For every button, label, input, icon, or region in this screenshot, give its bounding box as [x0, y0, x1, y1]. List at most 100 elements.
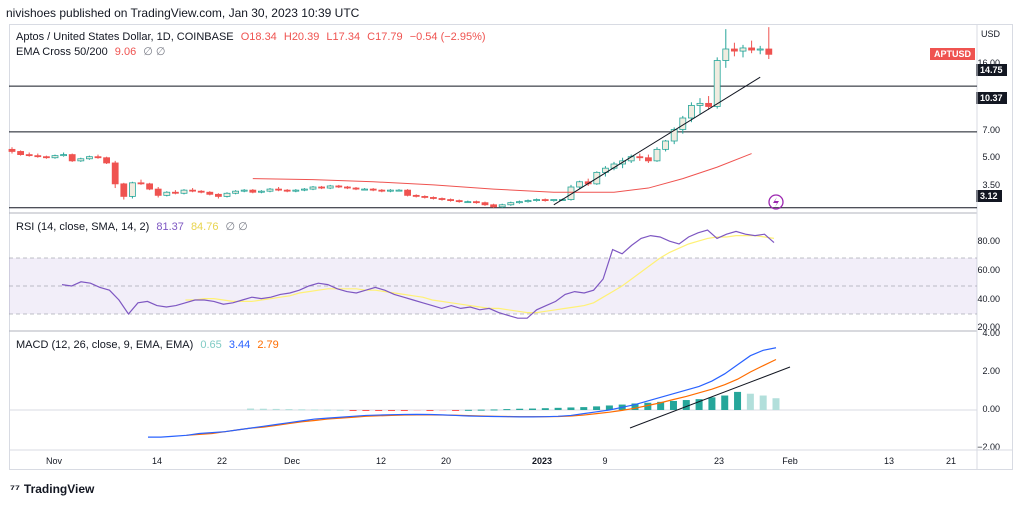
candle-body: [412, 194, 420, 197]
macd-histogram-bar: [336, 409, 344, 411]
candle-body: [498, 204, 506, 208]
candle-body: [34, 155, 42, 158]
macd-signal-line: [186, 358, 777, 436]
rsi-sma-value: 84.76: [190, 221, 219, 233]
x-tick: 12: [375, 456, 387, 466]
candle-body: [335, 185, 343, 188]
candle-body: [103, 157, 110, 164]
candle-body: [386, 189, 394, 192]
candle-body: [214, 193, 222, 197]
candle-body: [429, 197, 437, 199]
candle-body: [43, 156, 50, 159]
candle-body: [550, 199, 558, 201]
candle-body: [60, 154, 67, 157]
candle-body: [25, 154, 33, 157]
candle-body: [171, 191, 179, 194]
macd-histogram-bar: [298, 409, 306, 411]
macd-histogram-bar: [285, 409, 293, 411]
level-tag: 10.37: [976, 92, 1007, 104]
rsi-line: [61, 229, 775, 319]
candle-body: [662, 140, 669, 150]
symbol-name: Aptos / United States Dollar, 1D, COINBA…: [16, 31, 234, 43]
candle-body: [189, 189, 197, 192]
macd-histogram-bar: [734, 391, 742, 410]
macd-hist-value: 0.65: [200, 339, 222, 351]
macd-histogram-bar: [554, 407, 562, 410]
ticker-price-tag: APTUSD: [930, 48, 976, 60]
x-tick: 23: [713, 456, 725, 466]
macd-histogram-bar: [400, 410, 408, 411]
candle-body: [51, 155, 59, 159]
macd-histogram-bar: [272, 408, 280, 410]
candle-body: [455, 200, 463, 203]
macd-axis-label: 2.00: [982, 366, 1000, 376]
x-tick: Nov: [45, 456, 63, 466]
candle-body: [137, 182, 145, 185]
candle-body: [232, 190, 240, 194]
price-axis-label: 7.00: [982, 125, 1000, 135]
candle-body: [17, 151, 25, 155]
ohlc-close: C17.79: [367, 31, 403, 43]
price-axis-label: 16.00: [977, 58, 1000, 68]
rsi-flags: ∅ ∅: [225, 221, 248, 233]
macd-histogram-bar: [452, 410, 460, 411]
candle-body: [266, 188, 274, 192]
candle-body: [490, 204, 498, 208]
rsi-axis-label: 80.00: [977, 236, 1000, 246]
macd-histogram-bar: [746, 393, 754, 410]
macd-axis-label: 4.00: [982, 328, 1000, 338]
flash-icon: [768, 194, 784, 210]
candle-body: [283, 189, 291, 192]
candle-body: [206, 191, 214, 195]
macd-histogram-bar: [490, 409, 498, 411]
macd-histogram-bar: [669, 400, 677, 410]
candle-body: [696, 102, 704, 106]
candle-body: [154, 188, 162, 196]
candle-body: [120, 183, 128, 197]
ohlc-change: −0.54 (−2.95%): [409, 31, 486, 43]
macd-histogram-bar: [580, 407, 588, 410]
rsi-label: RSI (14, close, SMA, 14, 2): [16, 221, 150, 233]
candle-body: [688, 105, 695, 119]
support-trendline: [553, 76, 761, 206]
macd-histogram-bar: [426, 410, 434, 411]
candle-body: [636, 156, 644, 159]
macd-signal-value: 2.79: [257, 339, 279, 351]
macd-histogram-bar: [503, 409, 511, 411]
macd-histogram-bar: [349, 410, 357, 411]
macd-histogram-bar: [567, 407, 575, 410]
ohlc-low: L17.34: [326, 31, 361, 43]
x-tick: 21: [945, 456, 957, 466]
macd-histogram-bar: [362, 410, 370, 411]
level-tag: 3.12: [976, 190, 1002, 202]
flash-icon-bolt: [773, 197, 779, 207]
candle-body: [8, 148, 16, 152]
x-tick: 9: [602, 456, 608, 466]
macd-legend: MACD (12, 26, close, 9, EMA, EMA) 0.65 3…: [16, 339, 283, 351]
candle-body: [713, 60, 721, 107]
macd-histogram-bar: [464, 409, 472, 411]
rsi-axis-label: 40.00: [977, 294, 1000, 304]
candle-body: [94, 156, 102, 159]
level-tag: 14.75: [976, 64, 1007, 76]
candle-body: [343, 186, 351, 189]
x-tick: 14: [151, 456, 163, 466]
rsi-axis-label: 20.00: [977, 322, 1000, 332]
macd-histogram-bar: [375, 410, 383, 411]
candle-body: [705, 102, 712, 107]
candle-body: [163, 191, 171, 196]
ema-label: EMA Cross 50/200: [16, 46, 108, 58]
candle-body: [722, 48, 730, 61]
macd-histogram-bar: [657, 401, 665, 410]
price-axis-label: 3.50: [982, 180, 1000, 190]
macd-histogram-bar: [528, 408, 536, 410]
macd-histogram-bar: [541, 408, 549, 410]
candle-body: [645, 157, 652, 162]
candle-body: [275, 188, 283, 191]
tradingview-logo: ⁷⁷ TradingView: [10, 482, 94, 496]
macd-histogram-bar: [759, 395, 767, 410]
candle-body: [257, 190, 265, 193]
macd-histogram-bar: [413, 410, 421, 411]
candle-body: [378, 189, 386, 192]
